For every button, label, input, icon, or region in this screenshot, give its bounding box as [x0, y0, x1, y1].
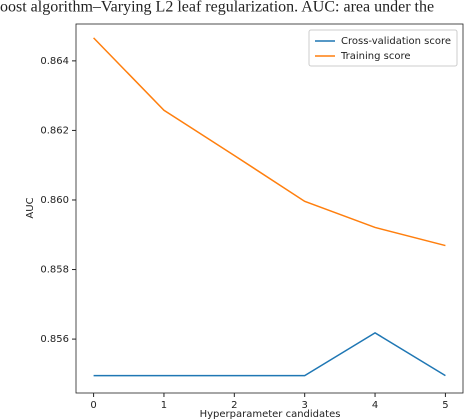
- x-axis-label: Hyperparameter candidates: [200, 409, 341, 420]
- y-tick-label: 0.860: [40, 195, 69, 206]
- line-series: [93, 331, 446, 377]
- x-tick-label: 0: [90, 400, 96, 411]
- line-series: [93, 37, 446, 247]
- y-tick-label: 0.858: [40, 265, 69, 276]
- legend-box: [308, 29, 458, 67]
- x-tick-label: 3: [301, 400, 307, 411]
- plot-frame: [75, 23, 464, 394]
- x-tick-label: 2: [231, 400, 237, 411]
- legend-label: Cross-validation score: [341, 36, 451, 47]
- y-tick-label: 0.864: [40, 56, 69, 67]
- y-axis-label: AUC: [25, 197, 36, 218]
- y-tick-label: 0.862: [40, 125, 69, 136]
- x-tick-label: 4: [372, 400, 378, 411]
- caption: oost algorithm–Varying L2 leaf regulariz…: [0, 0, 434, 16]
- legend-label: Training score: [340, 51, 411, 62]
- x-tick-label: 5: [442, 400, 448, 411]
- x-tick-label: 1: [161, 400, 167, 411]
- y-tick-label: 0.856: [40, 334, 69, 345]
